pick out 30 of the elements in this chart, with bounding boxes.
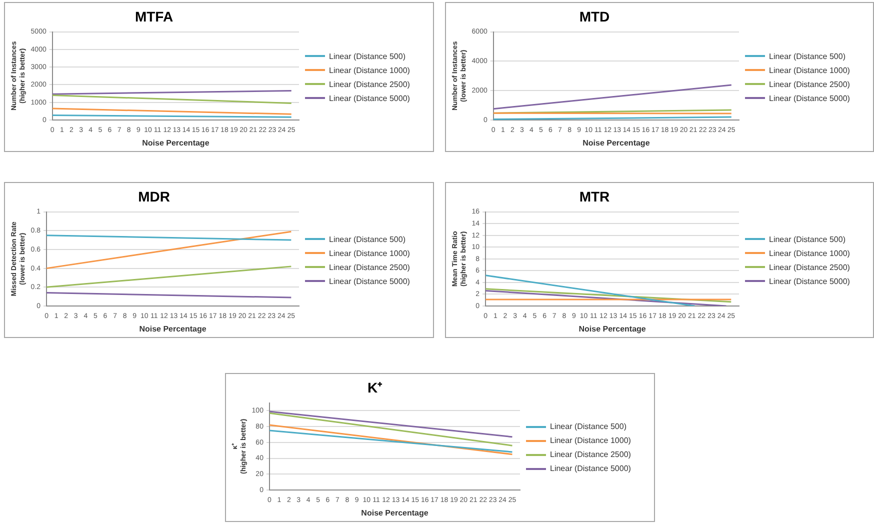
legend-label: Linear (Distance 1000) xyxy=(550,436,631,445)
chart-title: K⁺ xyxy=(367,379,383,396)
legend-label: Linear (Distance 1000) xyxy=(329,248,410,258)
legend-label: Linear (Distance 500) xyxy=(769,234,846,244)
legend-label: Linear (Distance 2500) xyxy=(329,262,410,272)
legend-label: Linear (Distance 1000) xyxy=(329,66,410,74)
chart-title: MDR xyxy=(138,188,170,204)
legend-label: Linear (Distance 500) xyxy=(769,52,846,60)
chart-title: MTFA xyxy=(134,8,174,24)
legend-label: Linear (Distance 5000) xyxy=(769,94,850,102)
x-axis-title: Noise Percentage xyxy=(142,138,210,148)
legend-label: Linear (Distance 500) xyxy=(329,52,406,60)
legend-label: Linear (Distance 500) xyxy=(550,422,626,431)
legend-label: Linear (Distance 2500) xyxy=(769,262,850,272)
legend-label: Linear (Distance 1000) xyxy=(769,248,850,258)
legend-label: Linear (Distance 2500) xyxy=(769,80,850,88)
chart-title: MTD xyxy=(579,8,610,24)
x-axis-title: Noise Percentage xyxy=(578,324,646,334)
legend-label: Linear (Distance 5000) xyxy=(769,276,850,286)
x-axis-title: Noise Percentage xyxy=(139,324,207,334)
legend-label: Linear (Distance 1000) xyxy=(769,66,850,74)
legend-label: Linear (Distance 5000) xyxy=(550,464,631,473)
chart-title: MTR xyxy=(579,188,610,204)
legend-label: Linear (Distance 2500) xyxy=(329,80,410,88)
legend-label: Linear (Distance 2500) xyxy=(550,450,631,459)
x-axis-title: Noise Percentage xyxy=(361,508,429,518)
legend-label: Linear (Distance 500) xyxy=(329,234,406,244)
legend-label: Linear (Distance 5000) xyxy=(329,276,410,286)
x-axis-title: Noise Percentage xyxy=(582,138,650,148)
legend-label: Linear (Distance 5000) xyxy=(329,94,410,102)
